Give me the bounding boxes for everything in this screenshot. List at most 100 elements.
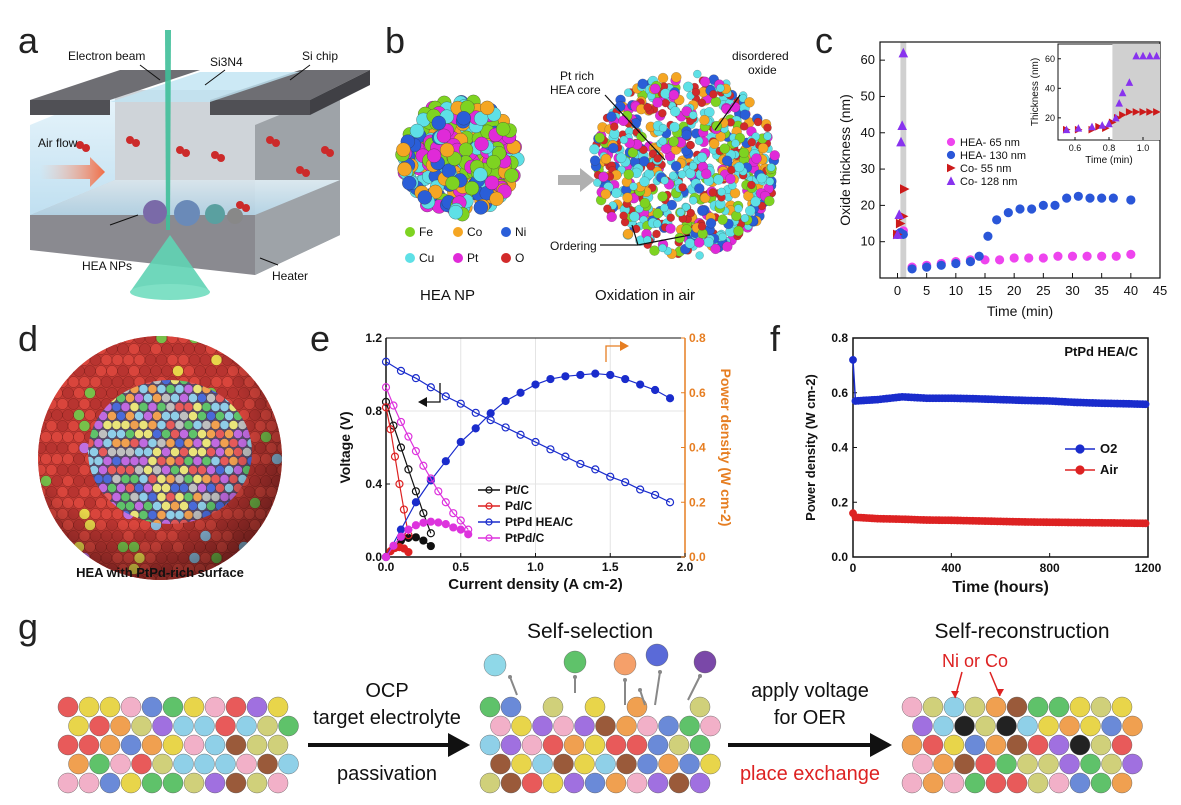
atom — [56, 336, 69, 344]
data-point — [1110, 519, 1119, 527]
atom — [542, 772, 564, 794]
power-line — [385, 372, 671, 558]
data-point — [965, 255, 976, 265]
atom — [62, 343, 74, 355]
atom — [38, 387, 41, 399]
atom — [985, 696, 1007, 718]
atom — [288, 443, 299, 454]
arrow-left-indicator — [425, 383, 441, 403]
data-point — [910, 393, 919, 402]
atom — [686, 141, 695, 150]
atom — [598, 171, 609, 182]
atom — [99, 772, 121, 794]
data-point — [879, 395, 888, 403]
data-point — [426, 517, 435, 526]
atom — [600, 189, 611, 200]
atom — [701, 168, 712, 180]
atom — [747, 138, 756, 147]
atom — [1101, 753, 1122, 775]
data-point — [959, 516, 968, 525]
data-point — [464, 525, 473, 534]
atom — [637, 753, 658, 775]
data-point — [1038, 200, 1048, 210]
atom — [210, 336, 223, 344]
selected-surface — [479, 696, 721, 794]
atom — [605, 734, 627, 756]
atom — [276, 354, 282, 366]
atom — [283, 388, 294, 399]
label-self-reconstruction: Self-reconstruction — [934, 620, 1109, 643]
data-point — [996, 517, 1005, 526]
data-point — [381, 397, 391, 406]
data-point — [1058, 518, 1066, 527]
air-flow-arrow — [40, 157, 105, 187]
data-point — [993, 517, 1002, 526]
atom — [57, 772, 79, 794]
data-point — [928, 516, 937, 525]
data-point — [411, 533, 420, 542]
atom — [288, 377, 299, 388]
data-point — [449, 509, 458, 518]
atom — [689, 772, 711, 794]
data-point — [399, 544, 409, 553]
label-apply-voltage: apply voltage — [751, 680, 869, 702]
atom — [194, 715, 215, 737]
data-point — [531, 437, 540, 447]
atom — [679, 715, 700, 737]
atom — [763, 132, 772, 141]
data-point — [1119, 519, 1128, 527]
inset-y-tick-label: 40 — [1045, 83, 1055, 93]
atom — [1111, 696, 1133, 718]
legend-entry: Co- 128 nm — [960, 176, 1017, 188]
data-point — [999, 517, 1008, 526]
data-point — [665, 394, 675, 403]
atom — [100, 336, 113, 344]
atom — [553, 715, 574, 737]
y2-tick-label: 0.8 — [689, 331, 706, 345]
x-tick-label: 2.0 — [677, 560, 694, 574]
atom — [943, 772, 965, 794]
atom — [653, 154, 662, 163]
data-point — [449, 523, 458, 532]
data-point — [876, 514, 885, 523]
data-point — [984, 517, 993, 526]
y-tick-label: 0.2 — [831, 495, 848, 509]
data-point — [1039, 518, 1048, 527]
atom — [985, 734, 1007, 756]
atom — [38, 552, 47, 564]
atom — [622, 228, 634, 240]
data-point — [1085, 193, 1095, 203]
atom — [445, 176, 460, 191]
atom — [689, 734, 711, 756]
atom — [553, 753, 574, 775]
data-point — [919, 394, 928, 402]
panel-label-b: b — [385, 20, 406, 61]
data-point — [411, 487, 420, 496]
data-point — [389, 543, 398, 552]
data-point — [636, 380, 645, 389]
x-tick-label: 0.0 — [378, 560, 395, 574]
atom — [943, 696, 965, 718]
atom — [696, 152, 708, 163]
atom — [589, 144, 600, 155]
atom — [985, 772, 1007, 794]
atom — [84, 343, 96, 355]
atom — [283, 542, 294, 553]
atom — [249, 541, 261, 553]
atom — [563, 772, 585, 794]
atom — [38, 376, 47, 388]
data-point — [932, 394, 940, 403]
data-point — [898, 226, 908, 236]
data-point — [1141, 519, 1150, 528]
atom — [236, 753, 257, 775]
atom — [249, 343, 261, 355]
label-si3n4: Si3N4 — [210, 55, 243, 69]
atom — [246, 696, 268, 718]
data-point — [1094, 399, 1103, 408]
series-Air — [849, 509, 1150, 528]
data-point — [1111, 113, 1120, 122]
atom — [901, 772, 923, 794]
atom — [658, 753, 679, 775]
data-point — [857, 396, 865, 405]
data-point — [851, 397, 860, 405]
